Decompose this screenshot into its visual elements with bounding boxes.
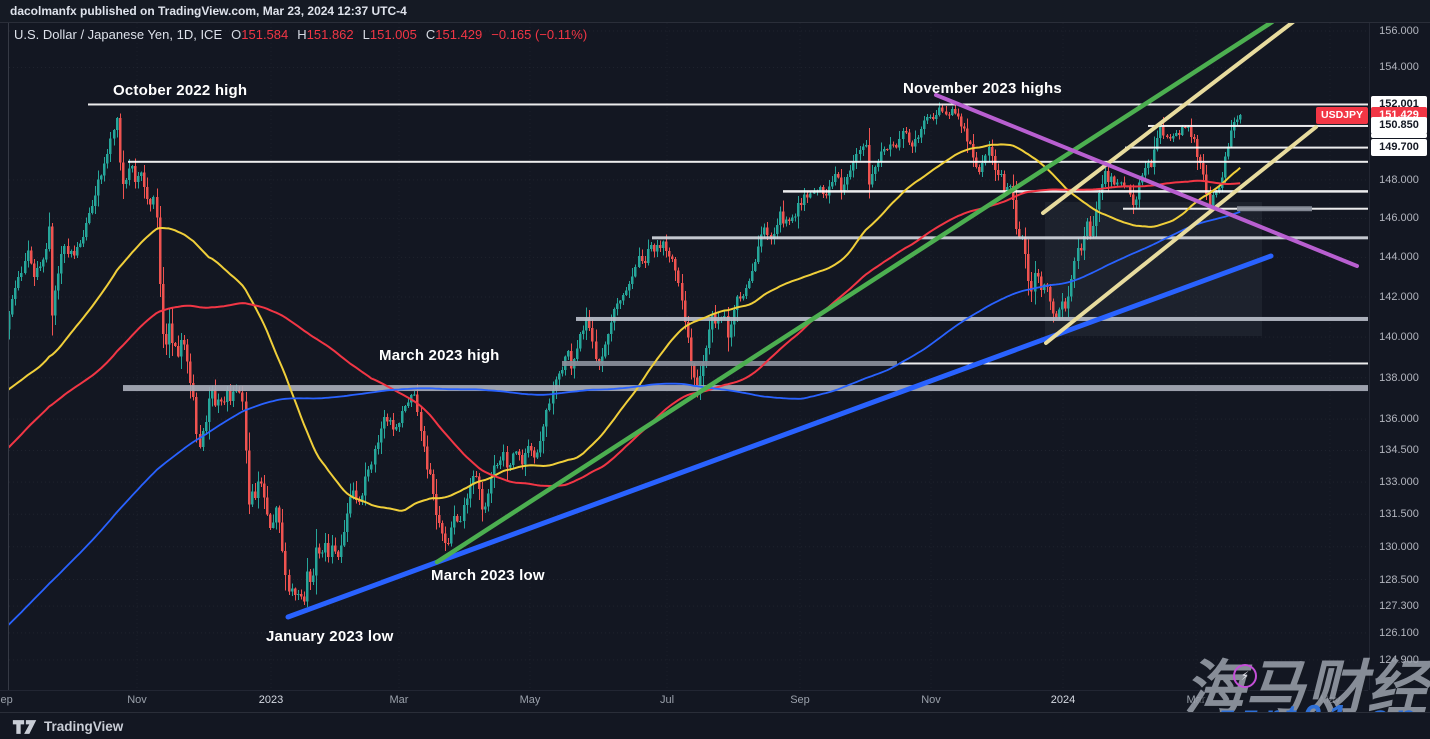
price-axis[interactable]: 156.000 154.000 148.000 146.000 144.000 142.0… bbox=[1370, 22, 1430, 690]
ohlc-values: O151.584 H151.862 L151.005 C151.429 bbox=[231, 27, 482, 42]
tradingview-logo[interactable] bbox=[12, 719, 38, 735]
chart-annotation[interactable]: November 2023 highs bbox=[903, 80, 1062, 97]
pane-top-border bbox=[0, 22, 1430, 23]
price-tick-label: 136.000 bbox=[1379, 413, 1419, 426]
level-price-badge: 149.700 bbox=[1371, 139, 1427, 157]
ohlc-item: H151.862 bbox=[297, 27, 354, 42]
ma-fast-yellow bbox=[9, 143, 1241, 512]
symbol-legend[interactable]: U.S. Dollar / Japanese Yen, 1D, ICE O151… bbox=[14, 27, 587, 42]
ma-slow-blue bbox=[9, 210, 1241, 626]
price-tick-label: 127.300 bbox=[1379, 600, 1419, 613]
chart-annotation[interactable]: March 2023 low bbox=[431, 567, 545, 584]
level-138.70[interactable] bbox=[562, 360, 897, 366]
level-148.95[interactable] bbox=[128, 160, 1368, 163]
price-tick-label: 131.500 bbox=[1379, 508, 1419, 521]
level-147.40[interactable] bbox=[783, 190, 1368, 193]
price-tick-label: 130.000 bbox=[1379, 540, 1419, 553]
price-tick-label: 138.000 bbox=[1379, 371, 1419, 384]
price-tick-label: 142.000 bbox=[1379, 290, 1419, 303]
time-tick-label: 2024 bbox=[1050, 694, 1076, 706]
level-150.85[interactable] bbox=[1148, 124, 1368, 127]
level-152.00-october-2022-high[interactable] bbox=[88, 103, 1368, 106]
price-tick-label: 146.000 bbox=[1379, 212, 1419, 225]
ma-mid-red bbox=[9, 179, 1241, 487]
level-146.50[interactable] bbox=[1237, 206, 1312, 212]
price-tick-label: 156.000 bbox=[1379, 25, 1419, 37]
publish-text: dacolmanfx published on TradingView.com,… bbox=[10, 4, 407, 18]
price-tick-label: 133.000 bbox=[1379, 476, 1419, 489]
price-axis-separator bbox=[1369, 23, 1370, 690]
level-137.50-march-2023-high[interactable] bbox=[123, 385, 1368, 392]
time-tick-label: Jul bbox=[659, 694, 675, 706]
time-tick-label: Nov bbox=[127, 694, 147, 706]
level-138.70[interactable] bbox=[899, 362, 1368, 365]
level-price-badge bbox=[1371, 133, 1427, 139]
time-tick-label: Nov bbox=[921, 694, 941, 706]
watermark-cjk-text: 海马财经 bbox=[1184, 655, 1428, 722]
falling-trendline-purple[interactable] bbox=[934, 93, 1359, 268]
price-tick-label: 154.000 bbox=[1379, 61, 1419, 74]
chart-annotation[interactable]: October 2022 high bbox=[113, 82, 248, 99]
pane-left-border bbox=[8, 23, 9, 690]
level-140.90[interactable] bbox=[576, 316, 1368, 321]
rising-trendline-green[interactable] bbox=[434, 22, 1275, 565]
time-axis[interactable]: Sep Nov 2023 Mar May Jul Sep Nov 2024 Mar May bbox=[0, 690, 1368, 712]
channel-upper-khaki[interactable] bbox=[1041, 22, 1295, 215]
chart-pane[interactable] bbox=[2, 22, 1368, 689]
ohlc-item: C151.429 bbox=[425, 27, 483, 42]
lightning-circle-icon: ⚡ bbox=[1233, 664, 1257, 688]
price-tick-label: 126.100 bbox=[1379, 626, 1419, 639]
time-tick-label: May bbox=[1319, 694, 1341, 706]
price-tick-label: 128.500 bbox=[1379, 573, 1419, 586]
publish-bar: dacolmanfx published on TradingView.com,… bbox=[0, 0, 1430, 22]
change-value: −0.165 (−0.11%) bbox=[491, 27, 588, 42]
channel-lower-khaki[interactable] bbox=[1044, 125, 1318, 345]
chart-annotation[interactable]: January 2023 low bbox=[266, 628, 394, 645]
horizontal-levels bbox=[88, 103, 1368, 392]
ohlc-item: O151.584 bbox=[231, 27, 289, 42]
footer-bar: TradingView bbox=[0, 712, 1430, 739]
price-tick-label: 140.000 bbox=[1379, 331, 1419, 344]
support-trendline-blue[interactable] bbox=[285, 253, 1274, 620]
time-tick-label: May bbox=[519, 694, 541, 706]
ohlc-item: L151.005 bbox=[362, 27, 417, 42]
price-tick-label: 144.000 bbox=[1379, 251, 1419, 264]
level-149.70[interactable] bbox=[1125, 146, 1368, 149]
symbol-price-pill: USDJPY bbox=[1316, 106, 1368, 124]
level-145.00[interactable] bbox=[652, 236, 1368, 240]
time-tick-label: Mar bbox=[389, 694, 409, 706]
footer-brand-text[interactable]: TradingView bbox=[44, 719, 124, 734]
level-price-badge: 150.850 bbox=[1371, 117, 1427, 135]
symbol-title: U.S. Dollar / Japanese Yen, 1D, ICE bbox=[14, 27, 223, 42]
price-tick-label: 134.500 bbox=[1379, 444, 1419, 457]
price-tick-label: 124.900 bbox=[1379, 653, 1419, 666]
price-tick-label: 148.000 bbox=[1379, 173, 1419, 186]
time-tick-label: 2023 bbox=[258, 694, 284, 706]
time-tick-label: Mar bbox=[1186, 694, 1206, 706]
chart-annotation[interactable]: March 2023 high bbox=[379, 347, 500, 364]
time-tick-label: Sep bbox=[790, 694, 810, 706]
time-tick-label: Sep bbox=[0, 694, 13, 706]
